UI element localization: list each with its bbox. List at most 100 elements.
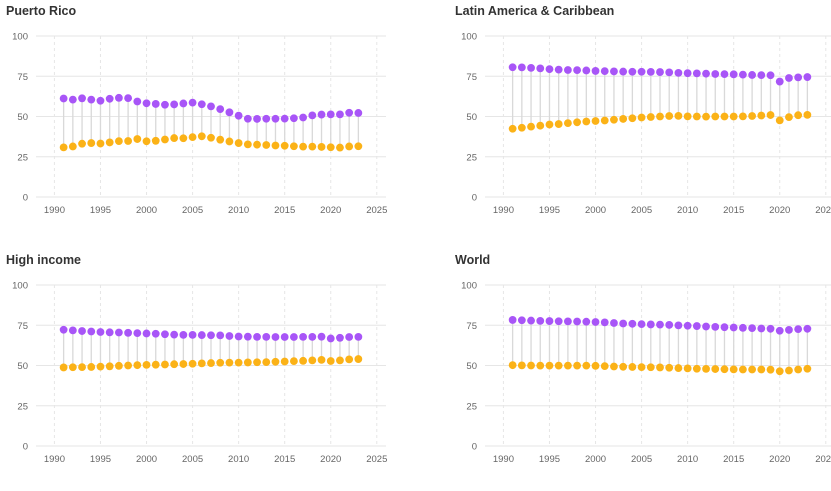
- series-b-point: [289, 142, 298, 151]
- series-b-point: [354, 142, 363, 151]
- x-tick-label: 2020: [769, 454, 790, 465]
- series-b-point: [142, 360, 151, 369]
- chart-title: Latin America & Caribbean: [455, 4, 615, 18]
- series-a-point: [326, 334, 335, 343]
- series-b-point: [600, 116, 609, 125]
- series-b-point: [729, 112, 738, 121]
- series-b-point: [665, 363, 674, 372]
- series-a-point: [133, 97, 142, 106]
- series-b-point: [766, 365, 775, 374]
- x-tick-label: 2015: [723, 205, 744, 216]
- series-a-point: [142, 329, 151, 338]
- x-tick-label: 1995: [90, 205, 111, 216]
- chart-title: World: [455, 253, 491, 267]
- series-a-point: [105, 94, 114, 103]
- y-tick-label: 50: [17, 112, 28, 123]
- series-a-point: [161, 330, 169, 339]
- series-b-point: [720, 365, 729, 374]
- series-a-point: [96, 96, 105, 105]
- series-b-point: [702, 112, 710, 121]
- x-tick-label: 2020: [320, 205, 341, 216]
- x-tick-label: 1995: [539, 454, 560, 465]
- series-a-point: [637, 67, 646, 76]
- series-a-point: [345, 333, 354, 341]
- y-tick-label: 0: [472, 442, 477, 453]
- series-b-point: [775, 367, 784, 376]
- series-a-point: [207, 102, 215, 111]
- series-b-point: [326, 357, 335, 365]
- series-a-point: [68, 95, 77, 104]
- series-a-point: [197, 100, 206, 109]
- series-a-point: [527, 63, 535, 72]
- series-b-point: [757, 365, 766, 374]
- series-b-point: [757, 111, 766, 120]
- series-a-point: [354, 332, 363, 341]
- series-a-point: [794, 325, 803, 334]
- series-a-point: [78, 94, 86, 103]
- series-a-point: [674, 68, 683, 77]
- x-tick-label: 2000: [136, 205, 157, 216]
- series-a-point: [591, 67, 600, 75]
- series-b-point: [243, 358, 252, 367]
- x-tick-label: 2015: [274, 454, 295, 465]
- series-b-point: [68, 363, 77, 372]
- series-b-point: [326, 143, 335, 152]
- y-tick-label: 100: [461, 281, 477, 292]
- series-a-point: [170, 330, 179, 339]
- series-a-point: [527, 316, 535, 325]
- series-a-point: [336, 333, 344, 342]
- series-a-point: [253, 332, 261, 341]
- x-tick-label: 2010: [677, 205, 698, 216]
- series-a-point: [628, 67, 637, 76]
- series-a-point: [59, 94, 68, 103]
- series-a-point: [68, 326, 77, 335]
- series-a-point: [517, 63, 526, 72]
- series-b-point: [619, 362, 628, 371]
- series-b-point: [234, 139, 243, 147]
- series-a-point: [299, 332, 308, 341]
- series-b-point: [683, 112, 692, 121]
- series-b-point: [133, 361, 142, 370]
- series-b-point: [803, 110, 812, 119]
- series-b-point: [87, 363, 96, 371]
- series-a-point: [151, 100, 160, 108]
- series-b-point: [563, 119, 572, 128]
- series-b-point: [692, 364, 701, 373]
- series-b-point: [674, 364, 683, 372]
- series-a-point: [262, 114, 271, 123]
- series-b-point: [87, 139, 96, 147]
- series-b-point: [68, 142, 77, 151]
- series-a-point: [354, 109, 363, 117]
- series-a-point: [271, 333, 280, 341]
- series-b-point: [517, 361, 526, 370]
- y-tick-label: 75: [466, 72, 477, 83]
- series-b-point: [216, 358, 225, 367]
- series-a-point: [610, 67, 618, 76]
- series-b-point: [582, 117, 591, 126]
- series-a-point: [656, 68, 664, 76]
- x-tick-label: 2005: [182, 454, 203, 465]
- series-a-point: [554, 65, 563, 74]
- series-b-point: [591, 361, 600, 370]
- series-b-point: [289, 357, 298, 366]
- series-b-point: [161, 135, 169, 144]
- series-b-point: [748, 365, 757, 374]
- series-a-point: [646, 68, 655, 76]
- series-b-point: [563, 361, 572, 370]
- series-b-point: [170, 360, 179, 369]
- series-a-point: [179, 99, 188, 108]
- series-a-point: [619, 67, 628, 76]
- series-b-point: [96, 139, 105, 148]
- series-a-point: [317, 110, 326, 119]
- series-a-point: [326, 110, 335, 119]
- series-a-point: [345, 108, 354, 117]
- series-b-point: [151, 360, 160, 369]
- series-a-point: [124, 328, 133, 337]
- series-b-point: [124, 137, 133, 145]
- series-a-point: [729, 323, 738, 332]
- series-b-point: [646, 113, 655, 121]
- x-tick-label: 2025: [366, 454, 387, 465]
- series-b-point: [207, 359, 215, 367]
- series-b-point: [96, 362, 105, 371]
- series-b-point: [692, 112, 701, 121]
